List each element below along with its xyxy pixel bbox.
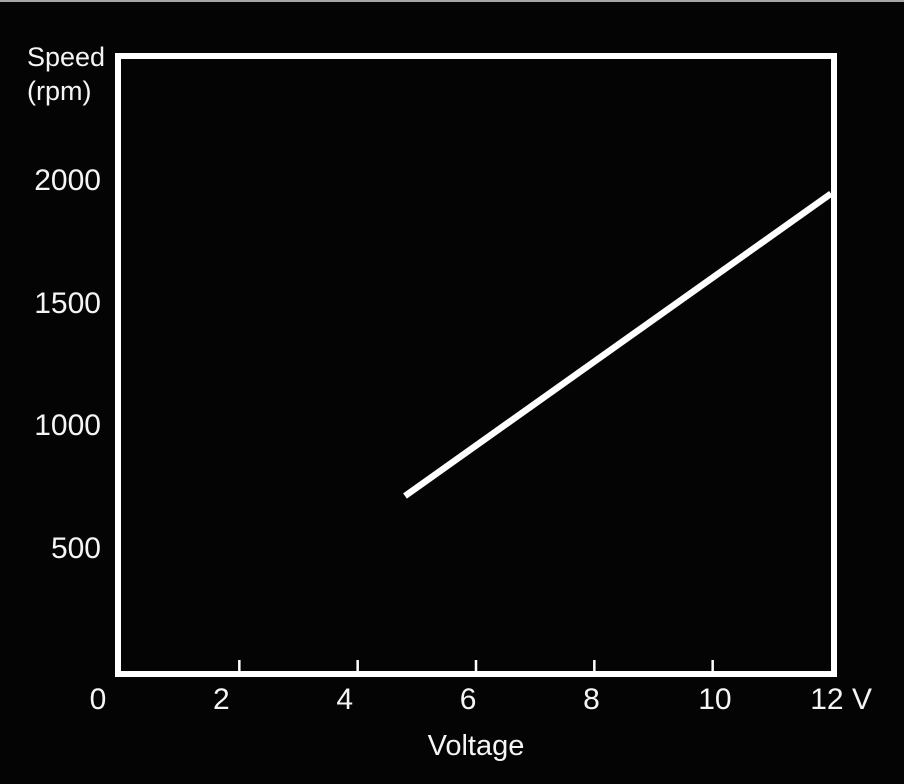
x-tick-label-0: 0 <box>89 683 107 716</box>
plot-svg <box>121 179 831 671</box>
y-tick-label-1000: 1000 <box>34 409 101 443</box>
x-tick-label-8: 8 <box>583 683 600 716</box>
x-tick-label-10: 10 <box>698 683 732 716</box>
y-axis-tick-labels: 500 1000 1500 2000 <box>0 0 101 784</box>
y-tick-label-1500: 1500 <box>34 286 101 320</box>
x-tick-label-12: 12 V <box>810 683 872 716</box>
series-motor-speed <box>403 190 831 499</box>
y-tick-label-2000: 2000 <box>34 164 101 198</box>
y-axis-title: Speed (rpm) <box>27 40 105 108</box>
y-axis-title-line2: (rpm) <box>27 76 92 106</box>
x-tick-label-6: 6 <box>459 683 477 716</box>
x-axis-title: Voltage <box>427 730 525 762</box>
slide-top-edge-line <box>0 0 904 2</box>
plot-area <box>115 53 837 677</box>
y-axis-title-line1: Speed <box>27 42 106 72</box>
x-tick-label-4: 4 <box>336 683 354 716</box>
y-tick-label-500: 500 <box>50 531 101 565</box>
x-tick-label-2: 2 <box>213 683 230 716</box>
x-axis-tick-labels: 0 2 4 6 8 10 12 V <box>70 683 872 716</box>
